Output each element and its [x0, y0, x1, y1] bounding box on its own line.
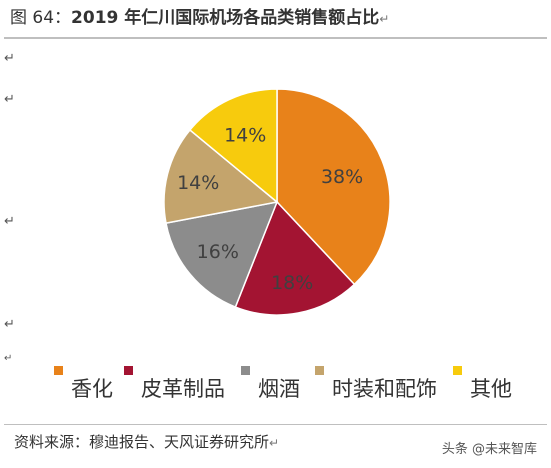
- legend-label: 其他: [470, 377, 512, 401]
- legend-label: 香化: [71, 377, 113, 401]
- pie-slice: [234, 200, 356, 316]
- slice-data-label: 18%: [271, 272, 313, 294]
- legend-label: 烟酒: [258, 377, 300, 401]
- pie-slice: [276, 88, 391, 286]
- source-note: 资料来源：穆迪报告、天风证券研究所↵: [14, 432, 279, 453]
- source-divider: [4, 424, 547, 425]
- legend-swatch: [315, 366, 324, 375]
- source-text: 资料来源：穆迪报告、天风证券研究所: [14, 433, 270, 451]
- pie-slice: [188, 88, 278, 204]
- chart-legend: 香化 皮革制品 烟酒 时装和配饰 其他: [54, 362, 544, 408]
- pie-chart: 38% 18% 16% 14% 14%: [163, 88, 391, 316]
- legend-label: 皮革制品: [141, 377, 225, 401]
- slice-data-label: 14%: [177, 172, 219, 194]
- title-divider: [4, 37, 547, 39]
- chart-title: 图 64：2019 年仁川国际机场各品类销售额占比↵: [10, 6, 389, 31]
- legend-swatch: [453, 366, 462, 375]
- pie-slice: [163, 128, 279, 225]
- paragraph-mark: ↵: [4, 214, 15, 229]
- pie-slice: [165, 201, 279, 309]
- legend-swatch: [124, 366, 133, 375]
- figure-number: 图 64：: [10, 8, 72, 28]
- slice-data-label: 38%: [321, 166, 363, 188]
- watermark: 头条 @未来智库: [441, 442, 537, 457]
- paragraph-mark: ↵: [379, 12, 390, 26]
- slice-data-label: 14%: [224, 125, 266, 147]
- title-text: 2019 年仁川国际机场各品类销售额占比: [71, 8, 380, 28]
- paragraph-mark: ↵: [4, 51, 15, 66]
- paragraph-mark: ↵: [269, 436, 280, 450]
- legend-label: 时装和配饰: [332, 377, 437, 401]
- paragraph-mark: ↵: [4, 317, 15, 332]
- legend-swatch: [241, 366, 250, 375]
- legend-swatch: [54, 366, 63, 375]
- slice-data-label: 16%: [197, 241, 239, 263]
- paragraph-mark: ↵: [4, 353, 13, 364]
- paragraph-mark: ↵: [4, 92, 15, 107]
